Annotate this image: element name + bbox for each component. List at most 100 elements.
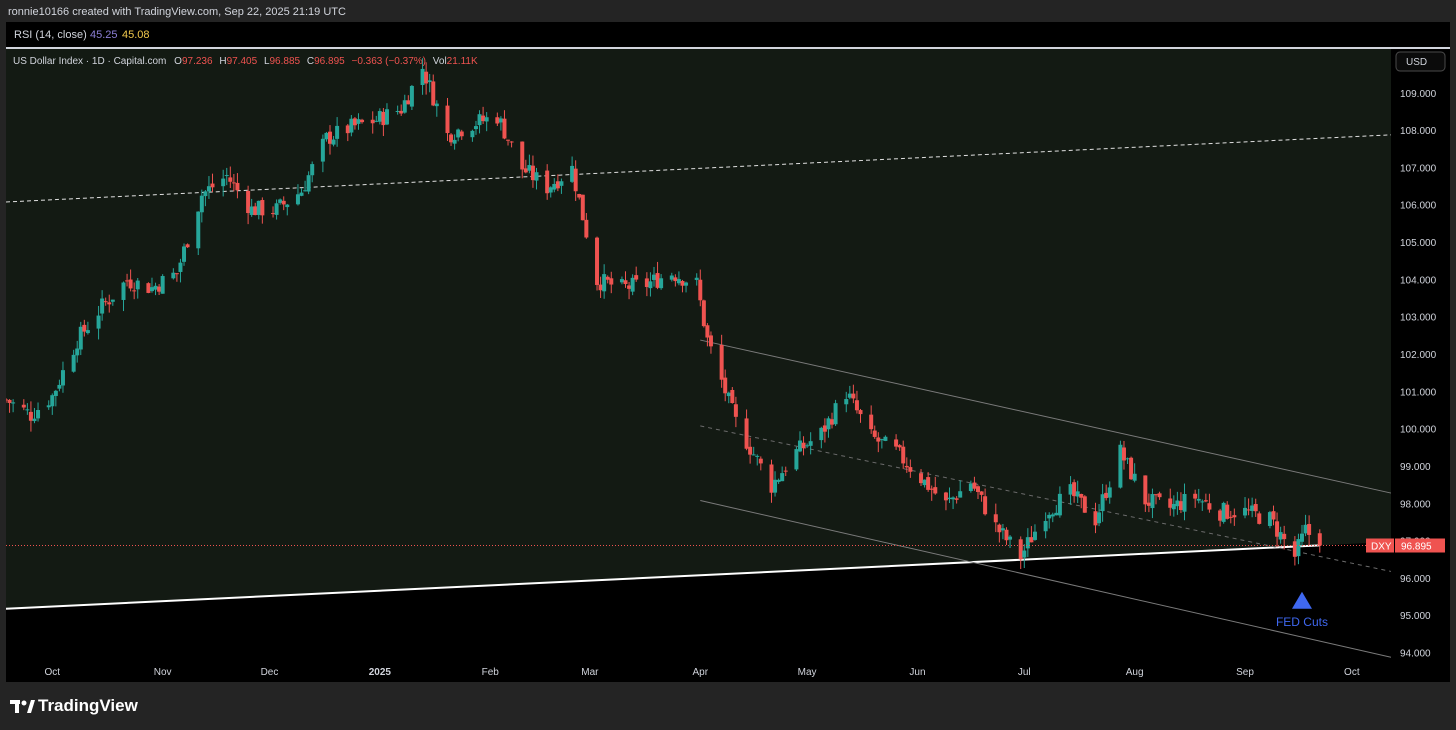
- candle-body: [698, 279, 703, 301]
- candle-body: [584, 219, 589, 238]
- candle-body: [327, 131, 332, 144]
- price-tag-value: 96.895: [1401, 542, 1432, 553]
- tradingview-logo-icon[interactable]: [10, 697, 36, 715]
- candle-body: [908, 467, 913, 472]
- candle-body: [356, 119, 361, 124]
- candle-body: [1243, 507, 1248, 516]
- candle-body: [235, 182, 240, 191]
- candle-body: [199, 195, 204, 213]
- brand-name[interactable]: TradingView: [38, 696, 138, 715]
- candle-body: [374, 120, 379, 122]
- candle-body: [274, 203, 279, 215]
- candle-body: [883, 436, 888, 441]
- candle-body: [253, 206, 258, 216]
- x-tick-label: Jun: [909, 667, 925, 678]
- candle-body: [107, 302, 112, 305]
- candle-body: [60, 370, 65, 386]
- candle-body: [605, 276, 610, 280]
- trendline: [700, 425, 1392, 572]
- candle-body: [185, 244, 190, 248]
- candle-body: [869, 414, 874, 430]
- candle-body: [103, 301, 108, 303]
- candle-body: [224, 175, 229, 177]
- candle-body: [146, 283, 151, 293]
- candle-body: [459, 131, 464, 137]
- candle-body: [1097, 512, 1102, 524]
- candle-body: [655, 273, 660, 288]
- candle-body: [502, 118, 507, 139]
- legend-open: 97.236: [182, 56, 213, 67]
- axis-panel: [6, 49, 1450, 682]
- currency-button[interactable]: USD: [1395, 51, 1446, 72]
- x-tick-label: Aug: [1126, 667, 1144, 678]
- candle-body: [424, 71, 429, 84]
- candle-body: [780, 473, 785, 482]
- legend-vol-label: Vol: [433, 56, 447, 67]
- x-axis[interactable]: Oct Nov Dec 2025 Feb Mar Apr May Jun Jul Aug Sep Oct: [45, 667, 1360, 678]
- x-tick-label: Oct: [45, 667, 61, 678]
- candle-body: [897, 445, 902, 448]
- candle-body: [751, 454, 756, 456]
- candle-body: [281, 200, 286, 205]
- candle-body: [178, 262, 183, 272]
- candle-body: [1079, 493, 1084, 498]
- legend-volume: 21.11K: [447, 56, 478, 67]
- candle-body: [71, 354, 76, 372]
- candle-body: [434, 103, 439, 107]
- candle-body: [851, 393, 856, 399]
- candle-body: [75, 348, 80, 356]
- candles[interactable]: [6, 58, 1322, 570]
- candle-body: [1253, 504, 1258, 512]
- price-tag-symbol: DXY: [1371, 542, 1392, 553]
- candle-body: [381, 111, 386, 126]
- currency-label: USD: [1406, 57, 1427, 68]
- candle-body: [1132, 473, 1137, 481]
- rsi-label[interactable]: RSI (14, close): [14, 29, 87, 41]
- candle-body: [968, 483, 973, 491]
- trendline: [700, 339, 1392, 494]
- candle-body: [876, 437, 881, 442]
- price-chart[interactable]: 110.000109.000108.000107.000106.000105.0…: [6, 49, 1450, 682]
- candle-body: [723, 377, 728, 394]
- candle-body: [1022, 550, 1027, 558]
- candle-body: [1057, 493, 1062, 516]
- candle-body: [1047, 514, 1052, 519]
- candle-body: [1018, 539, 1023, 560]
- candle-body: [473, 126, 478, 130]
- annotation-label: FED Cuts: [1276, 615, 1328, 629]
- candle-body: [174, 273, 179, 275]
- credit-text: ronnie10166 created with TradingView.com…: [8, 6, 346, 18]
- header-bar: ronnie10166 created with TradingView.com…: [0, 0, 1456, 22]
- x-tick-label: Dec: [261, 667, 279, 678]
- candle-body: [100, 298, 105, 314]
- legend-high: 97.405: [227, 56, 258, 67]
- y-tick-label: 104.000: [1400, 275, 1437, 286]
- y-tick-label: 99.000: [1400, 462, 1431, 473]
- candle-body: [399, 110, 404, 114]
- x-tick-label: Apr: [692, 667, 708, 678]
- trendlines[interactable]: [6, 134, 1392, 658]
- candle-body: [947, 497, 952, 500]
- candle-body: [278, 199, 283, 203]
- candle-body: [680, 280, 685, 286]
- y-tick-label: 102.000: [1400, 350, 1437, 361]
- candle-body: [206, 186, 211, 192]
- candle-body: [271, 213, 276, 215]
- candle-body: [110, 299, 115, 302]
- candle-body: [580, 194, 585, 221]
- candle-body: [1225, 504, 1230, 519]
- candle-body: [833, 403, 838, 425]
- candle-body: [335, 125, 340, 139]
- candle-body: [445, 105, 450, 134]
- pane-separator[interactable]: [6, 47, 1450, 49]
- candle-body: [676, 279, 681, 284]
- candle-body: [926, 477, 931, 490]
- svg-text:US Dollar Index · 1D · Capital: US Dollar Index · 1D · Capital.com O97.2…: [13, 56, 478, 67]
- y-tick-label: 107.000: [1400, 163, 1437, 174]
- candle-body: [623, 280, 628, 285]
- x-tick-label: 2025: [369, 667, 392, 678]
- candle-body: [11, 402, 16, 404]
- y-axis[interactable]: 110.000109.000108.000107.000106.000105.0…: [1400, 51, 1437, 659]
- fed-cuts-annotation[interactable]: FED Cuts: [1276, 591, 1328, 629]
- candle-body: [203, 191, 208, 197]
